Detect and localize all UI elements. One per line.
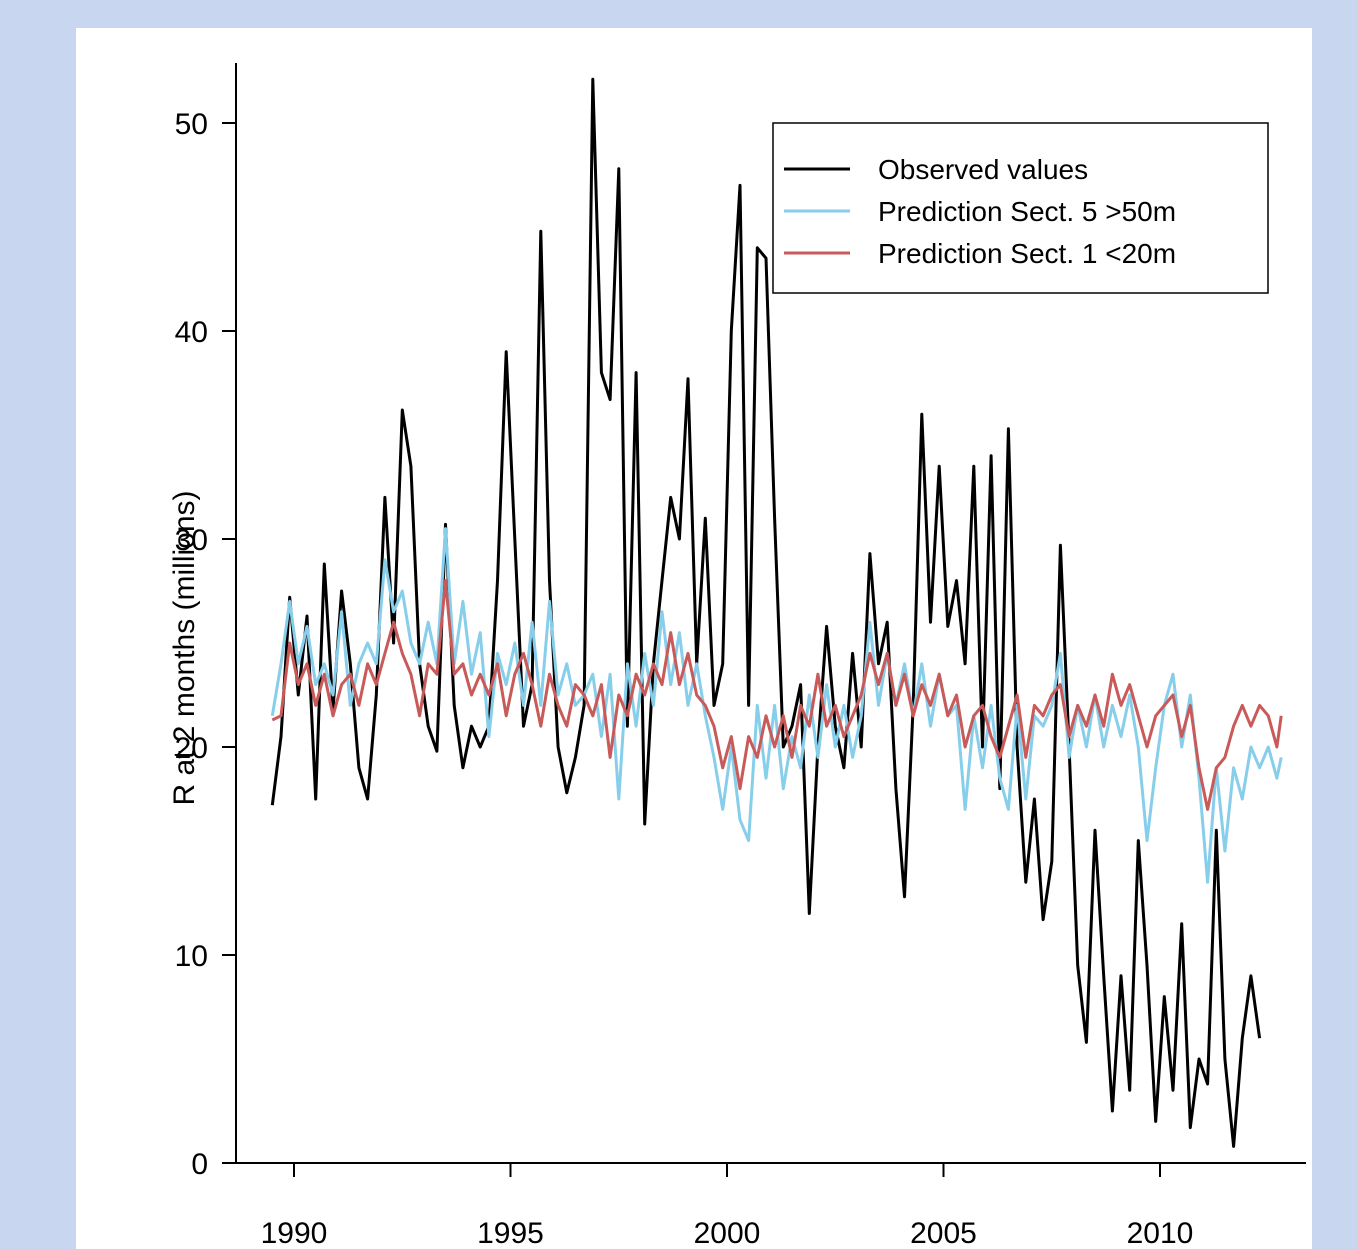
y-tick-label: 10: [175, 940, 208, 973]
x-tick-label: 1990: [261, 1217, 328, 1249]
x-tick-label: 2005: [910, 1217, 977, 1249]
y-tick-label: 20: [175, 732, 208, 765]
y-axis-title: R at 2 months (millions): [168, 490, 201, 805]
x-tick-label: 2010: [1127, 1217, 1194, 1249]
legend-label-observed: Observed values: [878, 154, 1088, 185]
y-axis-ticks: 0 10 20 30 40 50: [175, 108, 236, 1181]
series-line-sect1: [271, 579, 1283, 811]
y-tick-label: 50: [175, 108, 208, 141]
legend-box: [772, 122, 1269, 294]
series-layer: [270, 77, 1283, 1148]
legend: Observed values Prediction Sect. 5 >50m …: [772, 122, 1269, 294]
line-chart: 0 10 20 30 40 50 1990 1995 2000 2005 2010 R at 2 …: [168, 63, 1306, 1249]
legend-label-sect5: Prediction Sect. 5 >50m: [878, 196, 1176, 227]
y-tick-label: 40: [175, 316, 208, 349]
y-tick-label: 30: [175, 524, 208, 557]
series-line-observed: [270, 77, 1262, 1148]
y-tick-label: 0: [191, 1148, 208, 1181]
legend-label-sect1: Prediction Sect. 1 <20m: [878, 238, 1176, 269]
x-tick-label: 1995: [477, 1217, 544, 1249]
chart-panel: 0 10 20 30 40 50 1990 1995 2000 2005 2010 R at 2 …: [76, 28, 1312, 1249]
x-tick-label: 2000: [694, 1217, 761, 1249]
series-line-sect5: [270, 527, 1283, 884]
x-axis-ticks: 1990 1995 2000 2005 2010: [261, 1163, 1194, 1249]
